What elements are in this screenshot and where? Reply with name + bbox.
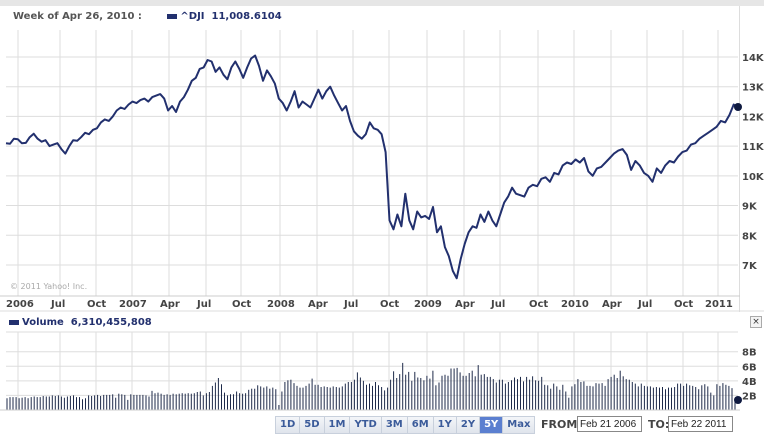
to-label: TO: [648,418,670,431]
range-button-2y[interactable]: 2Y [456,417,481,433]
x-axis-label: Oct [674,299,693,310]
volume-y-label: 2B [742,391,757,402]
x-axis-label: Oct [529,299,548,310]
date-label: Week of Apr 26, 2010 : [13,11,142,22]
x-axis-label: 2010 [561,299,589,310]
from-date-input[interactable] [577,416,642,432]
x-axis-label: Apr [160,299,180,310]
price-chart-frame [0,6,740,312]
series-legend: ^DJI 11,008.6104 [167,11,282,22]
x-axis-label: 2006 [6,299,34,310]
x-axis-label: 2011 [705,299,733,310]
range-button-1m[interactable]: 1M [324,417,351,433]
range-button-3m[interactable]: 3M [381,417,408,433]
volume-y-label: 8B [742,348,757,359]
range-button-ytd[interactable]: YTD [350,417,382,433]
y-axis-label: 12K [742,112,764,123]
series-value: 11,008.6104 [211,11,282,22]
x-axis-label: 2009 [414,299,442,310]
x-axis-label: Oct [87,299,106,310]
x-axis-label: 2007 [119,299,147,310]
x-axis-label: Oct [232,299,251,310]
y-axis-label: 10K [742,172,764,183]
x-axis-label: 2008 [267,299,295,310]
x-axis-label: Apr [455,299,475,310]
range-button-max[interactable]: Max [503,417,535,433]
x-axis-label: Jul [50,299,65,310]
y-axis-label: 13K [742,83,764,94]
range-button-6m[interactable]: 6M [407,417,434,433]
y-axis-label: 14K [742,53,764,64]
volume-label: Volume [22,317,64,328]
series-swatch-icon [167,13,178,19]
to-date-input[interactable] [668,416,733,432]
y-axis-label: 8K [742,231,758,242]
top-border [0,0,764,6]
chart-legend: Week of Apr 26, 2010 : ^DJI 11,008.6104 [13,11,282,22]
x-axis-label: Oct [380,299,399,310]
range-button-1d[interactable]: 1D [276,417,301,433]
range-selector: 1D 5D 1M YTD 3M 6M 1Y 2Y 5Y Max [275,416,536,434]
x-axis-label: Jul [490,299,505,310]
range-button-5d[interactable]: 5D [300,417,325,433]
copyright-text: © 2011 Yahoo! Inc. [10,282,88,291]
volume-y-label: 6B [742,362,757,373]
x-axis-label: Jul [343,299,358,310]
series-name: ^DJI [180,11,205,22]
volume-value: 6,310,455,808 [70,317,152,328]
volume-legend: Volume 6,310,455,808 [9,317,152,328]
y-axis-label: 11K [742,142,764,153]
current-price-marker-icon [734,102,742,111]
x-axis-label: Apr [602,299,622,310]
range-button-5y[interactable]: 5Y [480,417,504,433]
range-button-1y[interactable]: 1Y [433,417,457,433]
x-axis-label: Apr [308,299,328,310]
current-volume-marker-icon [734,396,742,404]
from-label: FROM: [541,418,582,431]
volume-swatch-icon [9,319,19,325]
y-axis-label: 9K [742,202,758,213]
close-volume-icon[interactable]: × [750,316,762,328]
volume-y-label: 4B [742,377,757,388]
y-axis-label: 7K [742,261,758,272]
x-axis-label: Jul [196,299,211,310]
x-axis-label: Jul [637,299,652,310]
price-line [5,54,739,280]
